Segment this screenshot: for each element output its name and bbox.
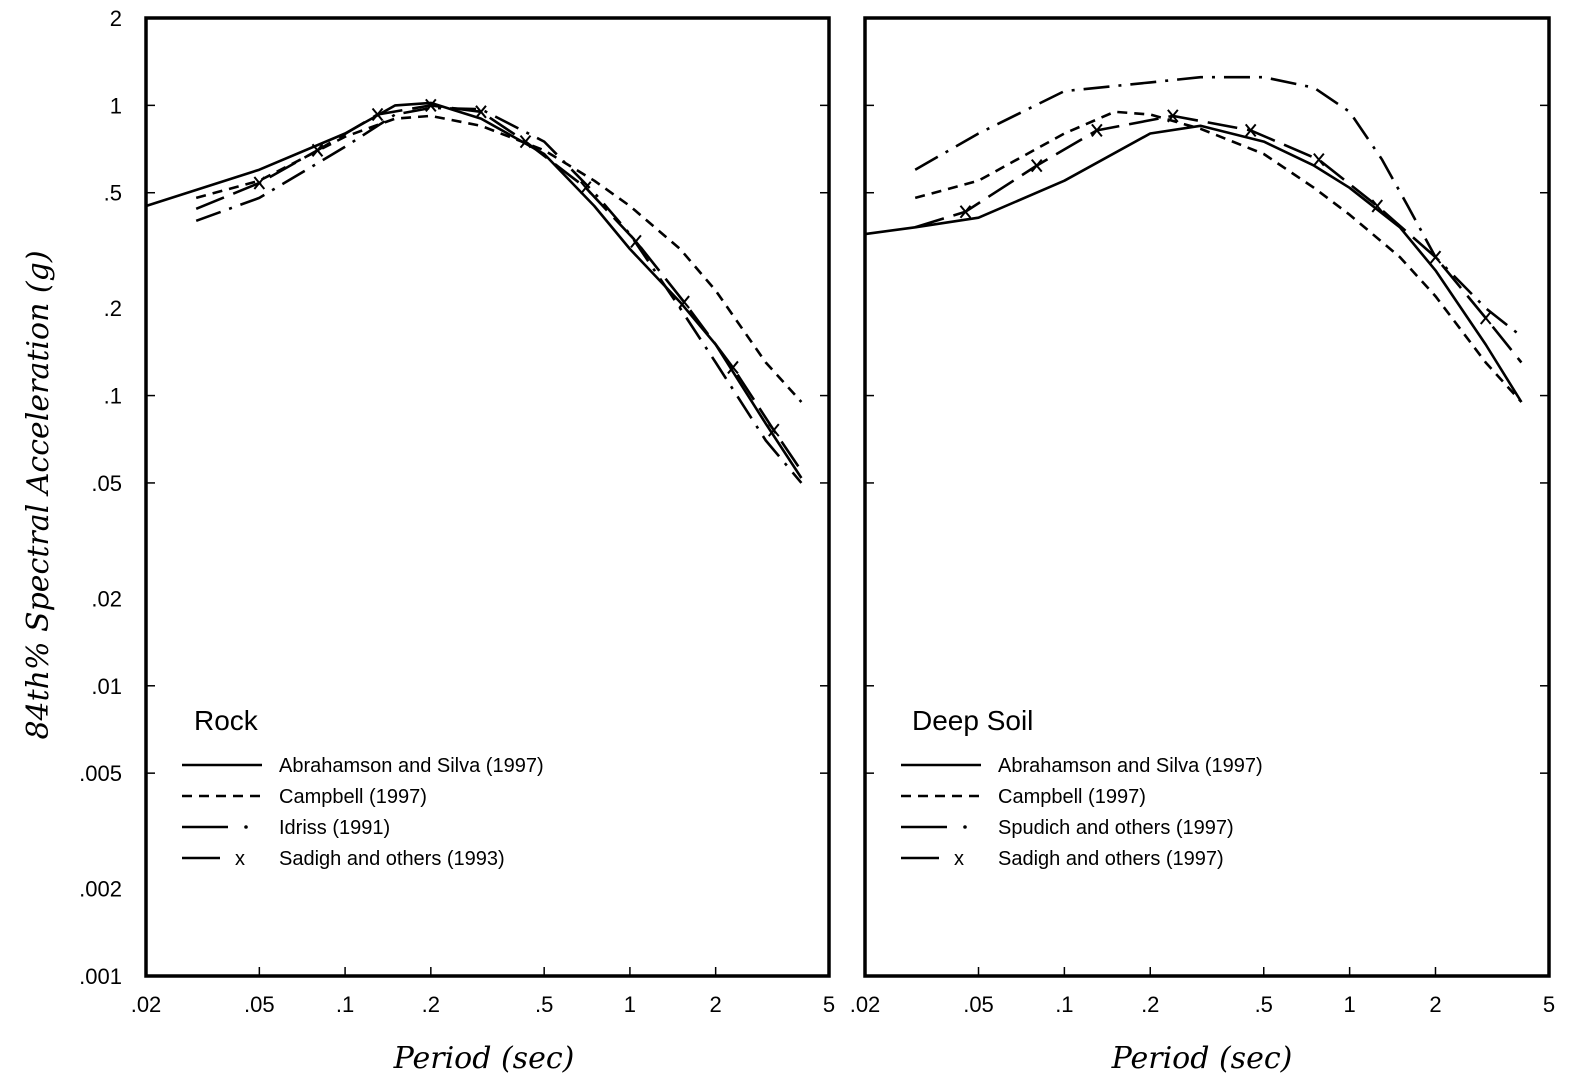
rock-plot-frame xyxy=(144,16,831,978)
deep-soil-x-axis-title: Period (sec) xyxy=(1111,1041,1293,1076)
deep-soil-legend-marker: x xyxy=(954,848,964,870)
rock-series-campbell-1997 xyxy=(195,114,803,403)
rock-legend-item: x Sadigh and others (1993) xyxy=(182,848,505,870)
rock-x-marker xyxy=(475,105,487,119)
y-tick-label: .001 xyxy=(79,964,122,989)
deep-soil-series-sadigh-and-others-1997 xyxy=(914,114,1523,364)
y-tick-label: .002 xyxy=(79,877,122,902)
rock-y-tick-labels: 2 1 .5 .2 .1 .05 .02 .01 .005 .002 .001 xyxy=(79,6,122,989)
rock-legend-label: Campbell (1997) xyxy=(279,786,427,808)
rock-x-marker xyxy=(580,181,592,195)
deep-soil-x-marker xyxy=(1371,199,1384,213)
y-tick-label: .05 xyxy=(91,471,122,496)
deep-soil-x-marker xyxy=(1429,250,1442,264)
rock-legend-marker: x xyxy=(235,848,245,870)
y-axis-title: 84th% Spectral Acceleration (g) xyxy=(21,250,56,739)
deep-soil-x-tick-label: 2 xyxy=(1429,992,1441,1017)
deep-soil-legend-item: Campbell (1997) xyxy=(901,786,1146,808)
rock-x-axis-title: Period (sec) xyxy=(393,1041,575,1076)
rock-legend-item: Campbell (1997) xyxy=(182,786,427,808)
deep-soil-x-tick-label: 1 xyxy=(1343,992,1355,1017)
rock-x-marker xyxy=(311,143,324,157)
rock-legend-item: Abrahamson and Silva (1997) xyxy=(182,755,544,777)
deep-soil-x-marker xyxy=(1313,153,1325,167)
deep-soil-legend: Abrahamson and Silva (1997) Campbell (199… xyxy=(901,755,1263,870)
rock-series-abrahamson-and-silva-1997 xyxy=(145,101,803,479)
rock-x-marker xyxy=(678,295,690,309)
rock-x-tick-label: .02 xyxy=(131,992,162,1017)
rock-panel-label: Rock xyxy=(194,705,259,736)
deep-soil-x-tick-label: .05 xyxy=(963,992,994,1017)
deep-soil-legend-item: Abrahamson and Silva (1997) xyxy=(901,755,1263,777)
y-tick-label: .2 xyxy=(104,296,122,321)
deep-soil-legend-item: x Sadigh and others (1997) xyxy=(901,848,1224,870)
rock-panel: 2 1 .5 .2 .1 .05 .02 .01 .005 .002 .001 .02 .05 .1 .2… xyxy=(79,6,835,1076)
rock-x-tick-label: 5 xyxy=(823,992,835,1017)
deep-soil-x-tick-label: .2 xyxy=(1141,992,1159,1017)
deep-soil-legend-label: Campbell (1997) xyxy=(998,786,1146,808)
rock-legend-label: Idriss (1991) xyxy=(279,817,390,839)
rock-series-group xyxy=(145,98,829,774)
deep-soil-series-campbell-1997 xyxy=(914,110,1523,403)
deep-soil-panel-label: Deep Soil xyxy=(912,705,1033,736)
y-tick-label: 1 xyxy=(110,93,122,118)
deep-soil-x-marker xyxy=(1479,311,1492,325)
y-tick-label: 2 xyxy=(110,6,122,31)
deep-soil-legend-label: Spudich and others (1997) xyxy=(998,817,1234,839)
rock-x-tick-label: 1 xyxy=(624,992,636,1017)
deep-soil-x-marker xyxy=(1167,109,1179,123)
y-tick-label: .01 xyxy=(91,674,122,699)
deep-soil-series-group xyxy=(864,75,1549,774)
deep-soil-x-marker xyxy=(1030,158,1043,173)
deep-soil-x-marker xyxy=(959,205,972,219)
rock-x-marker xyxy=(371,107,384,122)
deep-soil-x-tick-label: 5 xyxy=(1543,992,1555,1017)
rock-x-tick-label: .2 xyxy=(422,992,440,1017)
deep-soil-x-tick-labels: .02 .05 .1 .2 .5 1 2 5 xyxy=(850,967,1555,1017)
rock-legend-dot xyxy=(244,825,248,829)
deep-soil-legend-label: Sadigh and others (1997) xyxy=(998,848,1224,870)
rock-x-tick-labels: .02 .05 .1 .2 .5 1 2 5 xyxy=(131,967,835,1017)
y-tick-label: .1 xyxy=(104,384,122,409)
rock-series-sadigh-and-others-1993 xyxy=(195,104,803,472)
deep-soil-panel: .02 .05 .1 .2 .5 1 2 5 Deep Soil Abrahamson and… xyxy=(850,16,1555,1076)
rock-legend-label: Abrahamson and Silva (1997) xyxy=(279,755,544,777)
rock-legend: Abrahamson and Silva (1997) Campbell (199… xyxy=(182,755,544,870)
y-tick-label: .5 xyxy=(104,181,122,206)
deep-soil-legend-item: Spudich and others (1997) xyxy=(901,817,1234,839)
y-tick-label: .02 xyxy=(91,586,122,611)
rock-x-marker xyxy=(519,134,532,149)
y-tick-label: .005 xyxy=(79,761,122,786)
rock-x-tick-label: .05 xyxy=(244,992,275,1017)
rock-x-tick-label: .5 xyxy=(535,992,553,1017)
deep-soil-x-marker xyxy=(1091,123,1103,138)
deep-soil-legend-label: Abrahamson and Silva (1997) xyxy=(998,755,1263,777)
deep-soil-x-tick-label: .02 xyxy=(850,992,881,1017)
deep-soil-x-tick-label: .1 xyxy=(1055,992,1073,1017)
deep-soil-series-abrahamson-and-silva-1997 xyxy=(864,124,1523,403)
deep-soil-legend-dot xyxy=(963,825,967,829)
rock-x-marker xyxy=(727,360,739,375)
rock-legend-label: Sadigh and others (1993) xyxy=(279,848,505,870)
rock-x-marker xyxy=(253,176,266,190)
rock-x-tick-label: .1 xyxy=(336,992,354,1017)
deep-soil-x-marker xyxy=(1244,123,1257,138)
rock-x-marker xyxy=(768,423,780,437)
rock-series-idriss-1991 xyxy=(195,106,803,484)
rock-x-tick-label: 2 xyxy=(710,992,722,1017)
rock-x-marker xyxy=(630,234,642,248)
deep-soil-plot-frame xyxy=(863,16,1551,978)
rock-legend-item: Idriss (1991) xyxy=(182,817,390,839)
deep-soil-x-tick-label: .5 xyxy=(1255,992,1273,1017)
rock-x-marker xyxy=(425,98,437,113)
